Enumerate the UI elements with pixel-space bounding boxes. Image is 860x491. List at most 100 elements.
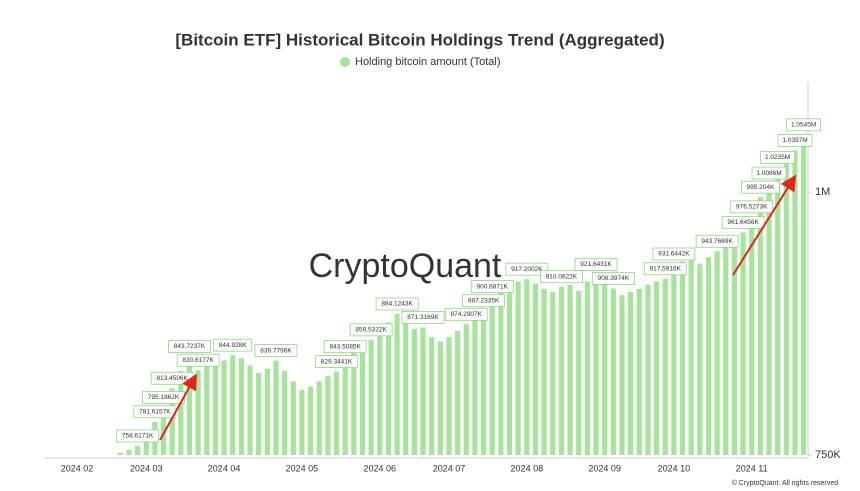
bar: [359, 347, 366, 455]
bar: [731, 239, 738, 455]
value-label: 943.7669K: [701, 238, 733, 245]
bar: [524, 279, 530, 455]
bar: [567, 284, 573, 455]
value-label-box: [730, 200, 774, 214]
bar: [662, 278, 668, 455]
bar: [714, 251, 720, 455]
trend-arrow: [159, 373, 197, 441]
x-tick-label: 2024 06: [364, 463, 397, 473]
x-tick-label: 2024 07: [433, 463, 466, 473]
trend-arrow: [732, 174, 797, 276]
value-label: 839.7796K: [260, 347, 292, 354]
value-label-box: [740, 180, 780, 194]
bar: [316, 381, 322, 455]
bar: [134, 445, 141, 455]
value-label: 1.0235M: [765, 154, 790, 161]
bar: [489, 296, 495, 455]
value-label: 995.204K: [746, 184, 774, 191]
bar: [307, 386, 314, 455]
bar: [584, 281, 590, 455]
bar: [792, 150, 798, 456]
bar: [550, 292, 556, 455]
bar: [636, 288, 642, 455]
bars: [117, 134, 807, 456]
bar: [541, 288, 547, 455]
bar: [299, 389, 305, 455]
bar: [385, 322, 392, 455]
value-label: 900.6871K: [476, 283, 508, 290]
x-tick-label: 2024 03: [130, 463, 163, 473]
value-label-box: [695, 234, 739, 248]
value-label: 884.1243K: [381, 301, 413, 308]
bar: [195, 370, 201, 455]
bar: [775, 167, 781, 456]
bar: [455, 330, 461, 455]
bar: [653, 281, 660, 455]
value-label: 910.0622K: [546, 273, 578, 280]
bar: [645, 284, 651, 455]
bar: [238, 358, 244, 455]
bar: [723, 246, 729, 455]
x-tick-label: 2024 09: [588, 463, 621, 473]
value-label-box: [591, 272, 635, 285]
value-labels: 758.6171K 781.6157K 795.1862K 813.4506K 843.…: [116, 118, 822, 443]
value-label-box: [323, 340, 367, 354]
bar: [437, 341, 443, 455]
value-label-box: [760, 151, 796, 164]
value-label-box: [470, 280, 514, 293]
bar: [688, 257, 694, 455]
x-tick-label: 2024 05: [286, 463, 319, 473]
bar: [221, 360, 227, 455]
value-label-box: [444, 307, 488, 321]
y-tick-label: 1M: [815, 186, 830, 198]
value-label: 917.5916K: [649, 266, 681, 273]
value-label: 961.6456K: [727, 219, 759, 226]
value-label-box: [254, 344, 298, 358]
bar: [204, 365, 210, 455]
value-label: 813.4506K: [156, 375, 188, 382]
x-tick-label: 2024 08: [511, 463, 544, 473]
bar: [169, 388, 175, 455]
value-label: 829.3441K: [321, 358, 353, 365]
bar: [593, 274, 599, 455]
bar: [273, 360, 279, 455]
bar: [117, 452, 123, 455]
value-label-box: [401, 311, 445, 324]
value-label-box: [721, 216, 765, 229]
value-label-box: [574, 258, 618, 271]
bar: [342, 356, 348, 455]
value-label: 844.928K: [219, 342, 247, 349]
bar: [628, 292, 634, 455]
value-label: 1.0086M: [756, 170, 781, 177]
value-label-box: [213, 338, 253, 352]
bar: [186, 356, 193, 455]
watermark: CryptoQuant: [309, 247, 502, 285]
bar: [740, 232, 746, 455]
bar: [230, 355, 236, 455]
bar: [697, 263, 703, 455]
x-tick-label: 2024 11: [736, 463, 768, 473]
value-label: 758.6171K: [122, 433, 154, 440]
chart-title: [Bitcoin ETF] Historical Bitcoin Holding…: [175, 30, 664, 49]
value-label: 976.5273K: [736, 204, 768, 211]
bar: [480, 310, 487, 455]
value-label: 871.3169K: [407, 314, 439, 321]
value-label: 1.0397M: [782, 137, 807, 144]
value-label: 843.5085K: [329, 343, 361, 350]
bar: [403, 320, 409, 455]
bar: [411, 328, 417, 455]
value-label: 887.2335K: [468, 297, 500, 304]
bar: [783, 160, 789, 455]
value-label-box: [505, 262, 549, 276]
value-label-box: [116, 429, 159, 443]
bar: [610, 288, 616, 455]
value-label: 874.2907K: [451, 311, 483, 318]
legend-label[interactable]: Holding bitcoin amount (Total): [355, 56, 501, 68]
bar: [679, 261, 686, 455]
y-tick-label: 750K: [815, 449, 841, 461]
bar: [498, 288, 504, 455]
value-label: 931.6442K: [658, 251, 690, 258]
value-label: 908.3974K: [598, 275, 630, 282]
bar: [515, 281, 521, 455]
